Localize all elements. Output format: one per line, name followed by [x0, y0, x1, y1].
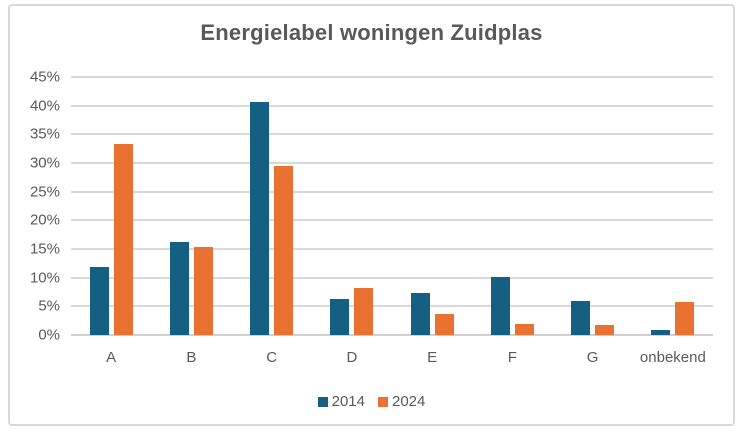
legend-item-2024: 2024 [378, 393, 425, 410]
bar-2014-A [89, 267, 109, 335]
bar-2014-G [571, 301, 591, 335]
y-axis-tick-label-5pct: 5% [38, 297, 60, 315]
bar-2024-C [274, 166, 294, 335]
bar-2014-B [169, 242, 189, 335]
bar-2024-D [354, 288, 374, 335]
x-axis-category-label-G: G [586, 349, 599, 366]
x-axis-category-label-A: A [106, 349, 117, 366]
gridline-25pct [71, 190, 713, 193]
y-axis-tick-label-10pct: 10% [29, 269, 60, 287]
gridline-30pct [71, 162, 713, 165]
legend-label-2024: 2024 [392, 393, 426, 410]
x-axis-category-label-F: F [507, 349, 517, 366]
y-axis-tick-label-0pct: 0% [38, 326, 60, 344]
y-axis-tick-label-15pct: 15% [29, 240, 60, 258]
chart-frame: Energielabel woningen Zuidplas 0% 5% 10% 15… [8, 4, 735, 426]
gridline-35pct [71, 133, 713, 136]
bar-2024-F [514, 324, 534, 335]
y-axis-tick-label-25pct: 25% [29, 183, 60, 201]
bar-2014-onbekend [651, 329, 671, 335]
x-axis-category-label-E: E [427, 349, 438, 366]
plot-area [71, 76, 713, 336]
bar-2014-D [330, 298, 350, 335]
gridline-40pct [71, 104, 713, 107]
chart-title: Energielabel woningen Zuidplas [200, 20, 543, 45]
bar-2024-E [434, 314, 454, 335]
gridline-20pct [71, 219, 713, 222]
legend: 2014 2024 [10, 393, 733, 410]
bar-2014-C [250, 101, 270, 335]
gridline-45pct [71, 76, 713, 78]
legend-swatch-2024 [378, 396, 388, 407]
bar-2024-onbekend [675, 301, 695, 335]
y-axis-tick-label-45pct: 45% [29, 68, 60, 86]
x-axis-category-label-onbekend: onbekend [639, 349, 706, 366]
legend-label-2014: 2014 [331, 393, 365, 410]
y-axis-tick-label-35pct: 35% [29, 125, 60, 143]
legend-item-2014: 2014 [317, 393, 365, 410]
bar-2024-A [113, 144, 133, 335]
gridline-15pct [71, 248, 713, 251]
gridline-10pct [71, 276, 713, 279]
x-axis-category-label-C: C [266, 349, 278, 366]
bar-2014-E [410, 292, 430, 335]
bar-2024-G [595, 325, 615, 335]
x-axis-category-label-B: B [186, 349, 197, 366]
bar-2014-F [490, 276, 510, 335]
y-axis-tick-label-20pct: 20% [29, 211, 60, 229]
x-axis-category-label-D: D [346, 349, 358, 366]
gridline-0pct [71, 334, 713, 336]
bar-2024-B [193, 246, 213, 335]
y-axis-tick-label-40pct: 40% [29, 97, 60, 115]
gridline-5pct [71, 305, 713, 308]
y-axis-tick-label-30pct: 30% [29, 154, 60, 172]
legend-swatch-2014 [317, 396, 328, 407]
